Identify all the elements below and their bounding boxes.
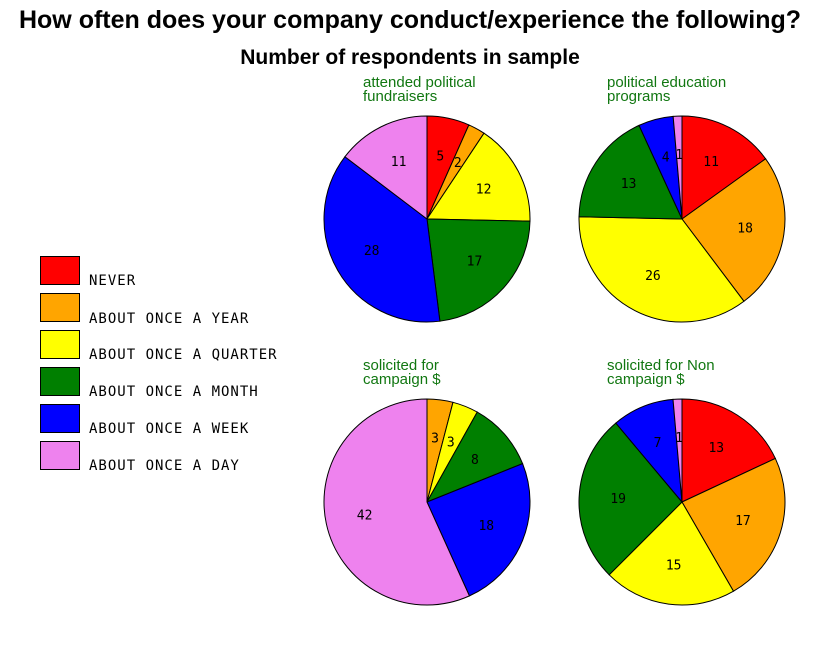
pie-campaign-label-2: 3: [447, 436, 455, 451]
pie-fundraisers-label-0: 5: [436, 150, 444, 165]
pie-noncampaign-label-4: 7: [654, 436, 662, 451]
legend-swatch-never: [40, 256, 80, 285]
pie-fundraisers-label-1: 2: [454, 156, 462, 171]
pie-fundraisers-slice-4: [323, 156, 441, 323]
pie-education-slice-5: [672, 115, 683, 220]
legend-label-quarter: ABOUT ONCE A QUARTER: [89, 347, 278, 363]
pie-fundraisers-slice-3: [426, 218, 531, 322]
pie-campaign-label-4: 18: [478, 519, 494, 534]
pie-title-noncampaign-line2: campaign $: [607, 371, 685, 388]
legend-swatch-week: [40, 404, 80, 433]
chart-subtitle: Number of respondents in sample: [240, 46, 580, 69]
pie-education-slice-1: [681, 158, 786, 302]
pie-title-campaign-line2: campaign $: [363, 371, 441, 388]
pie-noncampaign-slice-5: [672, 398, 683, 503]
pie-education-slice-2: [578, 216, 745, 323]
pie-title-campaign-line1: solicited for: [363, 357, 439, 374]
pie-noncampaign-slice-0: [681, 398, 777, 503]
pie-fundraisers-label-2: 12: [476, 182, 492, 197]
pie-education-slice-3: [578, 124, 683, 220]
pie-campaign-slice-4: [426, 462, 531, 597]
pie-title-noncampaign-line1: solicited for Non: [607, 357, 715, 374]
legend-label-week: ABOUT ONCE A WEEK: [89, 421, 250, 437]
legend-label-day: ABOUT ONCE A DAY: [89, 458, 240, 474]
pie-title-education-line2: programs: [607, 88, 671, 105]
pie-noncampaign-label-1: 17: [735, 514, 751, 529]
legend-label-never: NEVER: [89, 273, 137, 289]
legend-swatch-day: [40, 441, 80, 470]
pie-fundraisers-label-3: 17: [467, 255, 483, 270]
pie-fundraisers-label-4: 28: [364, 244, 380, 259]
pie-noncampaign-label-0: 13: [708, 441, 724, 456]
pie-campaign-label-3: 8: [471, 453, 479, 468]
pie-title-fundraisers-line2: fundraisers: [363, 88, 438, 105]
pie-fundraisers-label-5: 11: [391, 155, 407, 170]
pie-noncampaign-label-2: 15: [666, 558, 682, 573]
pie-noncampaign-label-5: 1: [675, 431, 683, 446]
pie-fundraisers-slice-5: [344, 115, 428, 221]
pie-education-label-2: 26: [645, 269, 661, 284]
pie-education-slice-0: [681, 115, 767, 220]
chart-title: How often does your company conduct/expe…: [18, 6, 802, 34]
legend-label-month: ABOUT ONCE A MONTH: [89, 384, 259, 400]
pie-campaign-label-1: 3: [431, 432, 439, 447]
legend-label-year: ABOUT ONCE A YEAR: [89, 311, 250, 327]
pie-noncampaign-label-3: 19: [610, 492, 626, 507]
pie-education-label-1: 18: [737, 222, 753, 237]
pie-education-label-0: 11: [703, 155, 719, 170]
legend-swatch-month: [40, 367, 80, 396]
legend-swatch-quarter: [40, 330, 80, 359]
pie-education-label-3: 13: [621, 177, 637, 192]
pie-fundraisers-slice-2: [426, 132, 531, 222]
pie-title-fundraisers-line1: attended political: [363, 74, 476, 91]
pie-noncampaign-slice-1: [681, 457, 786, 592]
pie-campaign-slice-5: [323, 398, 471, 606]
pie-noncampaign-slice-3: [578, 422, 683, 576]
pie-campaign-label-5: 42: [357, 509, 373, 524]
pie-campaign-slice-3: [425, 411, 524, 503]
pie-education-label-4: 4: [662, 150, 670, 165]
pie-education-label-5: 1: [675, 148, 683, 163]
pie-title-education-line1: political education: [607, 74, 727, 91]
legend-swatch-year: [40, 293, 80, 322]
pie-noncampaign-slice-2: [608, 501, 735, 606]
